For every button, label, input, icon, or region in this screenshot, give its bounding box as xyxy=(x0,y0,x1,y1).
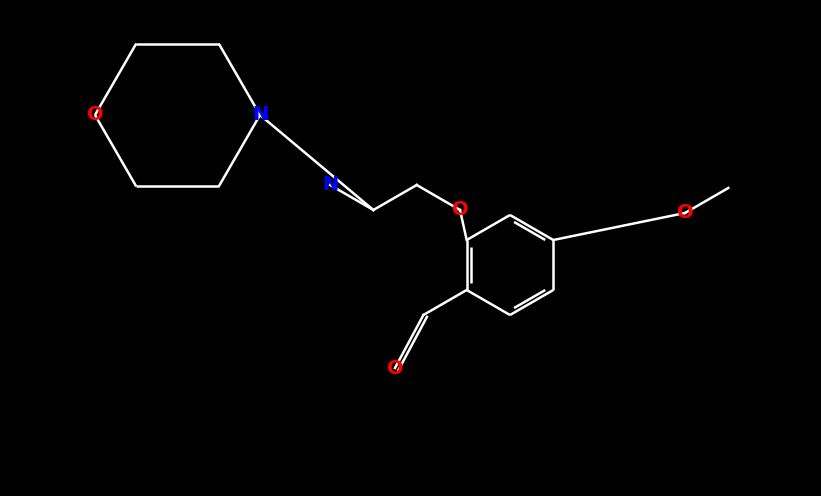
Text: O: O xyxy=(452,200,468,220)
Text: O: O xyxy=(677,203,693,223)
Text: O: O xyxy=(387,359,403,377)
Text: N: N xyxy=(322,176,338,194)
Text: N: N xyxy=(252,106,268,124)
Text: O: O xyxy=(87,106,103,124)
Text: N: N xyxy=(252,106,268,124)
